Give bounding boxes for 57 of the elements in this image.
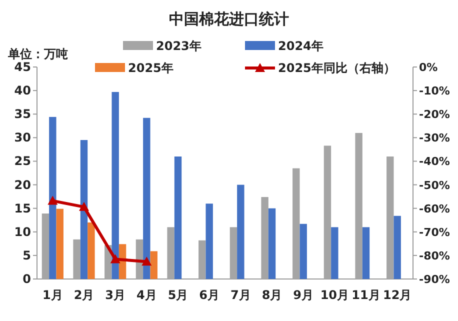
x-tick-label: 1月 <box>42 288 63 302</box>
y-axis-title: 单位：万吨 <box>7 47 68 61</box>
x-tick-label: 4月 <box>136 288 157 302</box>
bar <box>174 156 182 279</box>
y-tick-label: 0 <box>22 272 31 286</box>
bar <box>80 140 88 279</box>
point <box>79 202 89 211</box>
x-tick-label: 3月 <box>105 288 126 302</box>
bar <box>150 251 158 279</box>
bar <box>88 222 95 279</box>
bar <box>300 224 307 279</box>
bar <box>143 118 150 279</box>
x-tick-label: 10月 <box>320 288 350 302</box>
y-tick-label: 45 <box>14 60 31 74</box>
y-tick-label: 40 <box>14 84 31 98</box>
point <box>110 254 120 264</box>
point <box>142 256 152 266</box>
bar <box>112 92 119 279</box>
x-tick-label: 6月 <box>199 288 220 302</box>
legend-label: 2024年 <box>278 39 324 53</box>
y-tick-label: 15 <box>14 201 31 216</box>
bar <box>362 227 370 279</box>
y2-tick-label: -70% <box>419 226 450 239</box>
x-tick-label: 5月 <box>168 288 188 302</box>
x-tick-label: 7月 <box>230 288 251 302</box>
y2-tick-label: -60% <box>419 202 450 216</box>
y-tick-label: 5 <box>22 248 31 262</box>
bar <box>49 116 56 279</box>
x-tick-label: 11月 <box>352 288 380 302</box>
y-tick-label: 25 <box>14 154 31 168</box>
bar <box>331 227 338 279</box>
x-tick-label: 12月 <box>382 288 412 302</box>
legend-label: 2023年 <box>156 39 202 53</box>
bar <box>394 216 401 279</box>
x-tick-label: 9月 <box>293 288 314 302</box>
y2-tick-label: -30% <box>419 132 450 145</box>
y2-tick-label: -10% <box>419 84 450 98</box>
bar <box>237 184 244 279</box>
y-tick-label: 30 <box>14 130 31 145</box>
chart-title: 中国棉花进口统计 <box>169 10 289 28</box>
bar <box>268 208 276 279</box>
y2-tick-label: -90% <box>419 273 450 286</box>
y-tick-label: 35 <box>14 107 31 122</box>
y-tick-label: 20 <box>14 178 31 192</box>
x-tick-label: 8月 <box>262 288 282 302</box>
point <box>48 196 58 205</box>
y2-tick-label: -50% <box>419 178 450 192</box>
bar <box>56 208 64 279</box>
y2-tick-label: 0% <box>419 61 438 74</box>
y2-tick-label: -40% <box>419 155 450 168</box>
y-tick-label: 10 <box>14 224 31 239</box>
bar <box>206 204 213 279</box>
y2-tick-label: -20% <box>419 108 450 122</box>
legend-label: 2025年 <box>128 61 174 75</box>
legend-label: 2025年同比（右轴） <box>278 61 396 75</box>
x-tick-label: 2月 <box>74 288 94 302</box>
y2-tick-label: -80% <box>419 249 450 262</box>
